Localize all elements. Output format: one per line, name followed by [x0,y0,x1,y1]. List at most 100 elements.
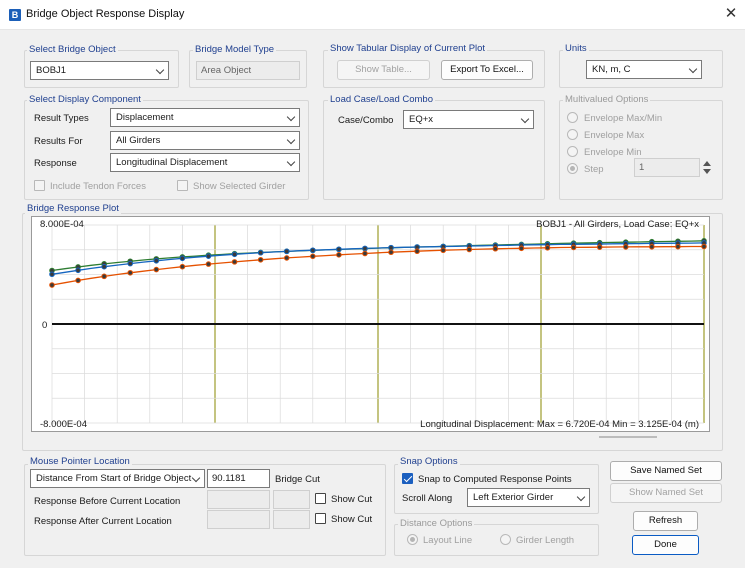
load-case-label: Load Case/Load Combo [328,94,435,105]
response-value: Longitudinal Displacement [116,157,228,168]
series-point [544,244,551,251]
series-point [440,247,447,254]
snap-checkbox[interactable] [402,473,413,484]
chevron-down-icon [576,492,586,502]
snap-points-label: Snap to Computed Response Points [418,474,572,485]
close-icon[interactable]: ✕ [724,5,738,22]
series-point [101,273,107,280]
show-cut-before-checkbox[interactable] [315,493,326,504]
case-combo-value: EQ+x [409,114,434,125]
results-for-select[interactable]: All Girders [110,131,300,150]
units-select[interactable]: KN, m, C [586,60,702,79]
envelope-min-radio[interactable] [567,146,578,157]
show-named-set-button[interactable]: Show Named Set [610,483,722,503]
export-excel-button[interactable]: Export To Excel... [441,60,533,80]
chevron-down-icon [286,157,296,167]
bridge-cut-label: Bridge Cut [275,474,320,485]
series-point [466,246,473,253]
show-cut-before-label: Show Cut [331,494,373,505]
plot-header: BOBJ1 - All Girders, Load Case: EQ+x [536,219,699,230]
y-top-label: 8.000E-04 [40,219,84,230]
series-point [205,253,212,259]
case-combo-select[interactable]: EQ+x [403,110,534,129]
series-point [649,243,655,250]
series-point [701,243,707,250]
result-types-select[interactable]: Displacement [110,108,300,127]
y-bottom-label: -8.000E-04 [40,419,88,430]
series-point [75,277,81,284]
case-combo-label: Case/Combo [338,115,394,126]
units-label: Units [563,43,589,54]
series-point [231,259,238,265]
response-after-field-2 [273,510,310,529]
spin-up-icon [703,161,711,166]
chevron-down-icon [191,473,201,483]
envelope-max-label: Envelope Max [584,130,645,141]
pointer-mode-select[interactable]: Distance From Start of Bridge Object [30,469,205,488]
series-point [388,249,394,256]
envelope-maxmin-radio[interactable] [567,112,578,123]
distance-options-label: Distance Options [398,518,475,529]
show-table-button[interactable]: Show Table... [337,60,430,80]
series-point [492,245,499,252]
step-label: Step [584,164,604,175]
select-bridge-label: Select Bridge Object [27,44,118,55]
result-types-value: Displacement [116,112,174,123]
response-after-label: Response After Current Location [34,516,172,527]
envelope-min-label: Envelope Min [584,147,642,158]
series-point [179,255,186,262]
include-tendon-label: Include Tendon Forces [50,181,146,192]
series-point [205,261,212,267]
step-field[interactable]: 1 [634,158,700,177]
series-point [75,267,81,274]
tabular-label: Show Tabular Display of Current Plot [328,43,488,54]
scroll-along-select[interactable]: Left Exterior Girder [467,488,590,507]
title-bar [0,0,745,30]
series-line-2 [51,245,704,286]
layout-line-label: Layout Line [423,535,473,546]
units-value: KN, m, C [592,64,631,75]
display-component-label: Select Display Component [27,94,143,105]
pointer-label: Mouse Pointer Location [28,456,132,467]
series-point [362,245,368,252]
step-spinner[interactable] [702,158,712,177]
distance-field[interactable]: 90.1181 [207,469,270,488]
plot-area[interactable]: 8.000E-04 0 -8.000E-04 BOBJ1 - All Girde… [31,216,710,432]
chevron-down-icon [286,135,296,145]
step-radio[interactable] [567,163,578,174]
plot-scrollbar[interactable] [599,436,657,438]
envelope-max-radio[interactable] [567,129,578,140]
series-point [127,269,134,276]
show-cut-after-label: Show Cut [331,514,373,525]
series-point [675,243,681,250]
refresh-button[interactable]: Refresh [633,511,698,531]
show-cut-after-checkbox[interactable] [315,513,326,524]
series-point [414,248,420,255]
series-point [49,271,55,278]
model-type-label: Bridge Model Type [193,44,277,55]
pointer-group [24,464,386,556]
series-point [153,266,160,273]
app-icon: B [9,9,21,21]
bridge-object-select[interactable]: BOBJ1 [30,61,169,80]
units-group [559,50,723,88]
results-for-value: All Girders [116,135,161,146]
series-point [596,244,603,250]
chevron-down-icon [520,114,530,124]
girder-length-radio[interactable] [500,534,511,545]
multivalued-label: Multivalued Options [563,94,651,105]
include-tendon-checkbox[interactable] [34,180,45,191]
chevron-down-icon [688,64,698,74]
response-select[interactable]: Longitudinal Displacement [110,153,300,172]
series-point [153,257,160,264]
save-named-set-button[interactable]: Save Named Set [610,461,722,481]
done-button[interactable]: Done [632,535,699,555]
response-label: Response [34,158,77,169]
response-after-field [207,510,270,529]
series-point [310,247,316,254]
show-selected-girder-checkbox[interactable] [177,180,188,191]
series-point [101,263,107,270]
distance-options-group [394,524,599,556]
series-point [283,248,290,255]
layout-line-radio[interactable] [407,534,418,545]
